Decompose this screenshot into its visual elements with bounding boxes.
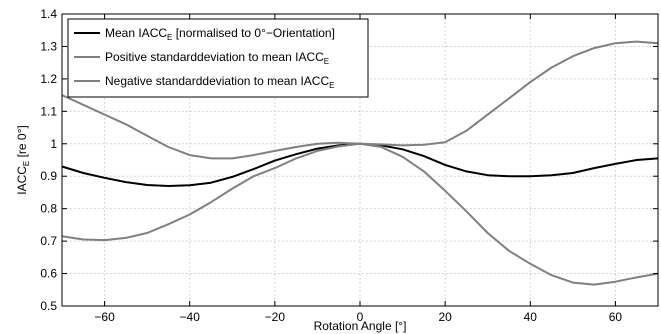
legend-label: Positive standarddeviation to mean IACCE [105, 50, 329, 66]
y-tick-label: 0.7 [40, 234, 57, 248]
y-tick-label: 0.5 [40, 299, 57, 313]
ticks-group: −60 −40 −20 0 20 40 60 0.5 0.6 0.7 0.8 0.9 1 1.1 1.2 1.… [40, 7, 658, 324]
y-tick-label: 0.8 [40, 202, 57, 216]
series-group [61, 40, 659, 286]
legend: Mean IACCE [normalised to 0°−Orientation… [67, 18, 369, 98]
y-tick-label: 1.1 [40, 104, 57, 118]
legend-label: Negative standarddeviation to mean IACCE [105, 74, 334, 90]
x-tick-label: 20 [438, 310, 452, 324]
x-tick-label: 60 [609, 310, 623, 324]
y-axis-label: IACCE [re 0°] [15, 125, 31, 195]
negative-std-line [61, 142, 659, 286]
x-tick-label: 40 [524, 310, 538, 324]
y-tick-label: 0.6 [40, 267, 57, 281]
legend-box [67, 18, 369, 98]
x-tick-label: −40 [180, 310, 201, 324]
x-axis-label: Rotation Angle [°] [314, 319, 407, 333]
x-tick-label: −60 [94, 310, 115, 324]
y-tick-label: 0.9 [40, 169, 57, 183]
legend-label: Mean IACCE [normalised to 0°−Orientation… [105, 26, 335, 42]
y-tick-label: 1 [50, 137, 57, 151]
y-tick-label: 1.4 [40, 7, 57, 21]
x-tick-label: 0 [357, 310, 364, 324]
y-tick-label: 1.2 [40, 72, 57, 86]
x-tick-label: −20 [265, 310, 286, 324]
y-tick-label: 1.3 [40, 39, 57, 53]
